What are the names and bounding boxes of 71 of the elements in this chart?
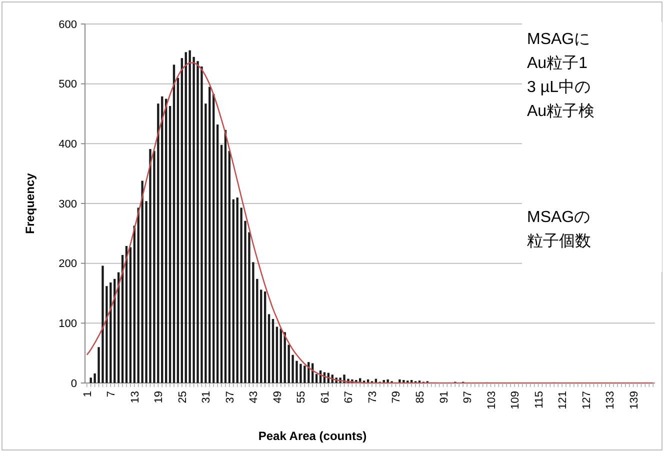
x-tick-label: 121 <box>557 391 570 410</box>
x-tick-label: 85 <box>414 391 426 404</box>
bar <box>129 247 132 383</box>
x-tick-label: 37 <box>224 391 236 404</box>
bar <box>280 328 282 383</box>
y-tick-label: 200 <box>58 258 77 270</box>
x-tick-label: 61 <box>319 391 332 404</box>
x-tick-label: 19 <box>153 391 166 404</box>
y-tick-label: 500 <box>58 78 77 91</box>
y-tick-label: 400 <box>58 138 77 151</box>
bar <box>220 144 223 383</box>
bar <box>272 318 274 383</box>
annotation: MSAGに <box>527 31 590 48</box>
bar <box>168 106 172 383</box>
x-tick-label: 7 <box>106 391 118 398</box>
annotation: 粒子個数 <box>527 233 591 250</box>
bar <box>196 61 199 383</box>
bar <box>149 149 152 383</box>
bar <box>212 94 215 383</box>
bar <box>172 64 176 383</box>
x-tick-label: 25 <box>176 391 189 404</box>
x-tick-label: 55 <box>296 391 308 404</box>
bar <box>188 50 191 383</box>
bar <box>216 124 219 383</box>
bar <box>304 366 306 383</box>
bar <box>268 314 270 383</box>
bar <box>276 326 278 383</box>
x-tick-label: 109 <box>510 391 522 410</box>
y-tick-label: 0 <box>70 378 77 390</box>
annotation: Au粒子1 <box>527 55 588 72</box>
x-tick-label: 79 <box>390 391 403 404</box>
y-tick-label: 100 <box>58 318 77 330</box>
annotation: 3 µL中の <box>527 78 590 96</box>
x-tick-label: 115 <box>533 391 546 409</box>
bar <box>232 199 234 383</box>
bar <box>141 180 144 383</box>
bar <box>180 58 184 383</box>
bar <box>208 86 211 383</box>
bar <box>315 374 318 383</box>
x-tick-label: 127 <box>580 391 593 410</box>
bar <box>157 104 160 383</box>
x-tick-label: 13 <box>129 391 142 404</box>
annotation: Au粒子検 <box>527 102 595 120</box>
x-tick-label: 103 <box>486 391 498 410</box>
x-tick-label: 67 <box>343 391 356 404</box>
x-axis-title: Peak Area (counts) <box>258 429 367 443</box>
bar <box>184 52 187 383</box>
y-tick-label: 600 <box>58 18 77 31</box>
x-tick-label: 49 <box>272 391 284 404</box>
x-tick-label: 91 <box>438 391 450 404</box>
annotation: MSAGの <box>527 209 590 226</box>
bar <box>264 291 266 383</box>
bar <box>102 266 104 383</box>
x-tick-label: 97 <box>462 391 474 404</box>
bar <box>236 198 238 383</box>
bar <box>300 364 302 383</box>
bar <box>260 290 262 383</box>
bar <box>224 130 227 383</box>
bar <box>161 96 164 383</box>
x-tick-label: 73 <box>366 391 379 404</box>
x-tick-label: 1 <box>82 391 94 398</box>
x-tick-label: 43 <box>248 391 260 404</box>
bar <box>228 150 231 383</box>
bar <box>90 378 92 383</box>
y-tick-label: 300 <box>58 198 77 210</box>
x-tick-label: 31 <box>200 391 213 404</box>
y-axis-title: Frequency <box>23 172 37 234</box>
x-tick-label: 133 <box>604 391 617 410</box>
x-tick-label: 139 <box>628 391 640 410</box>
bar <box>176 78 180 383</box>
bar <box>164 98 168 383</box>
